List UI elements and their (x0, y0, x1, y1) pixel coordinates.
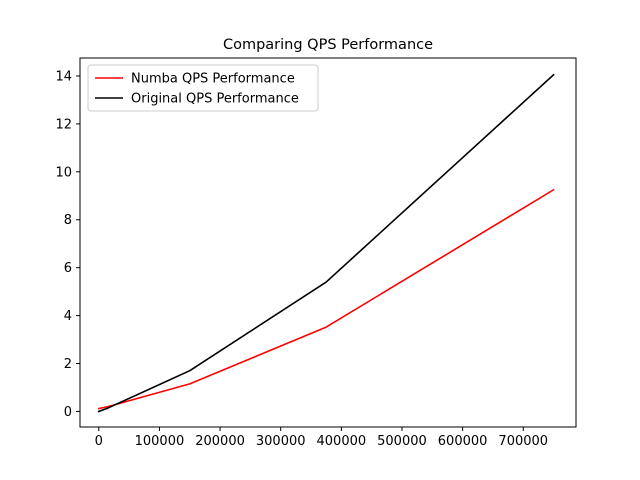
legend-entry-0: Numba QPS Performance (131, 72, 295, 87)
y-tick-label: 12 (55, 117, 72, 132)
y-tick-label: 4 (64, 309, 72, 324)
legend-box (87, 64, 319, 112)
x-axis: 0 100000 200000 300000 400000 500000 600000 700… (95, 427, 548, 449)
y-tick-label: 6 (64, 261, 72, 276)
y-axis: 0 2 4 6 8 10 12 14 (55, 69, 80, 420)
legend-entry-1: Original QPS Performance (131, 92, 299, 107)
y-tick-label: 10 (55, 165, 72, 180)
x-tick-label: 0 (95, 434, 103, 449)
chart-title: Comparing QPS Performance (223, 37, 433, 53)
x-tick-label: 100000 (135, 434, 185, 449)
x-tick-label: 700000 (498, 434, 548, 449)
series-line-0 (97, 188, 555, 410)
y-tick-label: 2 (64, 357, 72, 372)
plot-area (97, 73, 555, 413)
y-tick-label: 14 (55, 69, 72, 84)
x-tick-label: 200000 (195, 434, 245, 449)
x-tick-label: 600000 (438, 434, 488, 449)
x-tick-label: 300000 (256, 434, 306, 449)
x-tick-label: 400000 (317, 434, 367, 449)
legend: Numba QPS Performance Original QPS Perfor… (87, 64, 319, 112)
axes-frame (79, 57, 577, 428)
x-tick-label: 500000 (377, 434, 427, 449)
y-tick-label: 0 (64, 405, 72, 420)
series-line-1 (97, 73, 555, 413)
y-tick-label: 8 (64, 213, 72, 228)
